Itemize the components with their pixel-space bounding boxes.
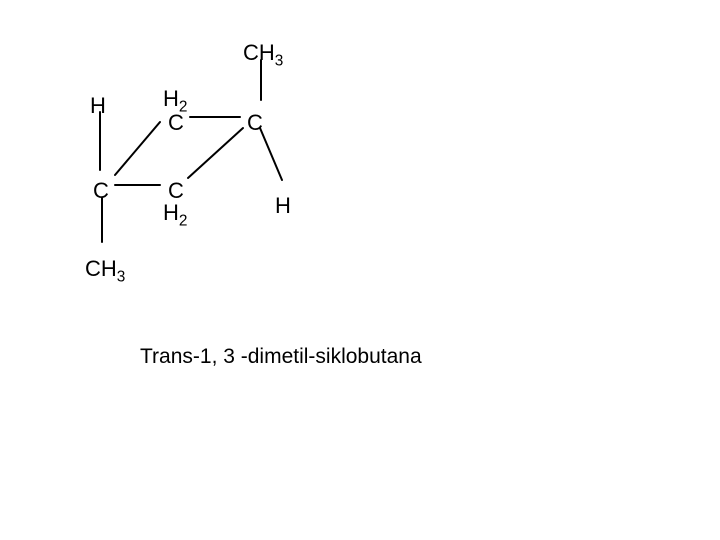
atom-label-h_right: H	[275, 195, 291, 217]
atom-label-ch3_bottom: CH3	[85, 258, 125, 285]
bond-line	[115, 122, 160, 175]
atom-label-ch3_top: CH3	[243, 42, 283, 69]
atom-label-c_top: C	[168, 112, 184, 134]
atom-label-h2_bottom: H2	[163, 202, 187, 229]
atom-label-c_right: C	[247, 112, 263, 134]
atom-label-h_left: H	[90, 95, 106, 117]
caption-text: Trans-1, 3 -dimetil-siklobutana	[140, 345, 422, 369]
atom-label-c_left: C	[93, 180, 109, 202]
bond-line	[188, 128, 243, 178]
bond-line	[260, 128, 282, 180]
atom-label-c_bottom: C	[168, 180, 184, 202]
